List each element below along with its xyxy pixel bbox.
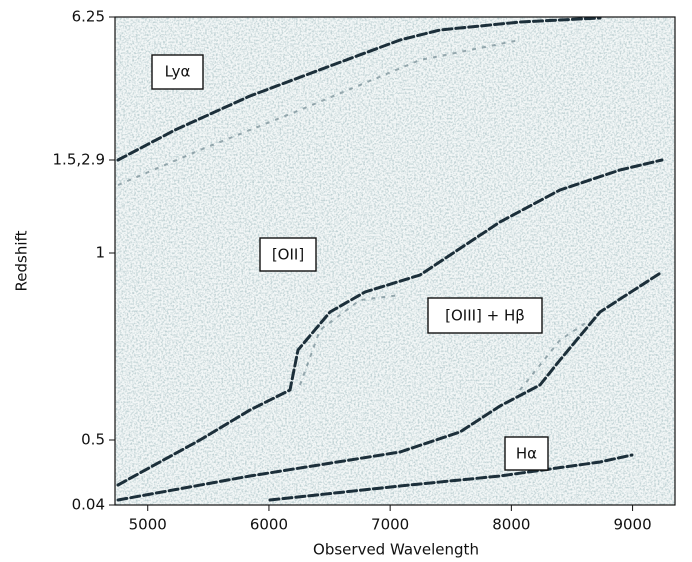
x-axis-label: Observed Wavelength	[313, 541, 479, 559]
y-tick-label: 0.04	[72, 496, 105, 514]
x-tick-label: 6000	[250, 516, 288, 534]
y-axis-label: Redshift	[13, 230, 31, 291]
annotation-label: [OIII] + Hβ	[445, 307, 525, 325]
y-tick-label: 1.5,2.9	[53, 151, 105, 169]
plot-frame	[114, 16, 676, 506]
annotation: Lyα [OII] [OIII] + Hβ Hα	[151, 54, 549, 471]
annotation-label: Lyα	[165, 63, 191, 81]
y-tick-label: 0.5	[81, 431, 105, 449]
x-tick-label: 8000	[492, 516, 530, 534]
x-tick-label: 7000	[371, 516, 409, 534]
x-tick-label: 5000	[129, 516, 167, 534]
annotation-label: [OII]	[272, 246, 304, 264]
x-tick-label: 9000	[613, 516, 651, 534]
spectrum-image	[115, 17, 675, 505]
y-tick-label: 1	[95, 244, 105, 262]
annotation-label: Hα	[516, 445, 537, 463]
y-tick-label: 6.25	[72, 8, 105, 26]
